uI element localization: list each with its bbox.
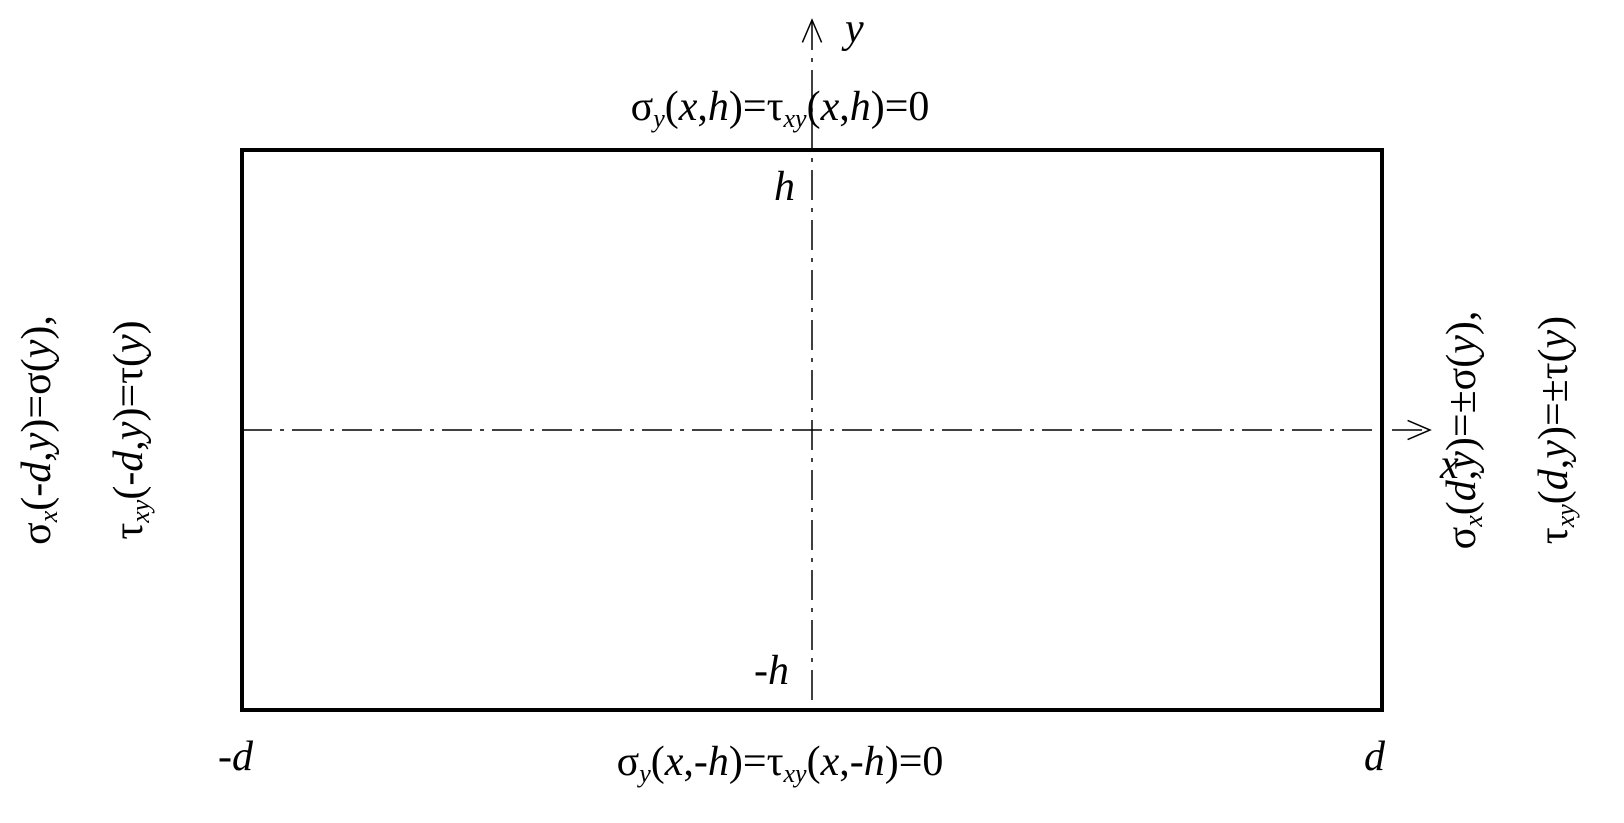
bottom-bc-equation-text: σy(x,-h)=τxy(x,-h)=0 bbox=[617, 739, 944, 788]
left-bc-line1: σx(-d,y)=σ(y), bbox=[14, 315, 63, 545]
d-left-label: -d bbox=[218, 734, 254, 780]
left-bc-equation: σx(-d,y)=σ(y), τxy(-d,y)=τ(y) bbox=[14, 315, 155, 545]
h-bottom-label: -h bbox=[754, 648, 789, 694]
right-bc-line1: σx(d,y)=±σ(y), bbox=[1439, 311, 1488, 550]
d-right-label: d bbox=[1364, 734, 1386, 780]
y-axis-label: y bbox=[841, 6, 864, 52]
right-bc-equation: σx(d,y)=±σ(y), τxy(d,y)=±τ(y) bbox=[1439, 311, 1580, 550]
top-bc-equation: σy(x,h)=τxy(x,h)=0 bbox=[631, 84, 930, 133]
right-bc-line2: τxy(d,y)=±τ(y) bbox=[1531, 316, 1580, 544]
left-bc-line2: τxy(-d,y)=τ(y) bbox=[106, 320, 155, 539]
bottom-bc-equation: σy(x,-h)=τxy(x,-h)=0 bbox=[617, 739, 944, 788]
h-top-label: h bbox=[774, 164, 795, 210]
top-bc-equation-text: σy(x,h)=τxy(x,h)=0 bbox=[631, 84, 930, 133]
